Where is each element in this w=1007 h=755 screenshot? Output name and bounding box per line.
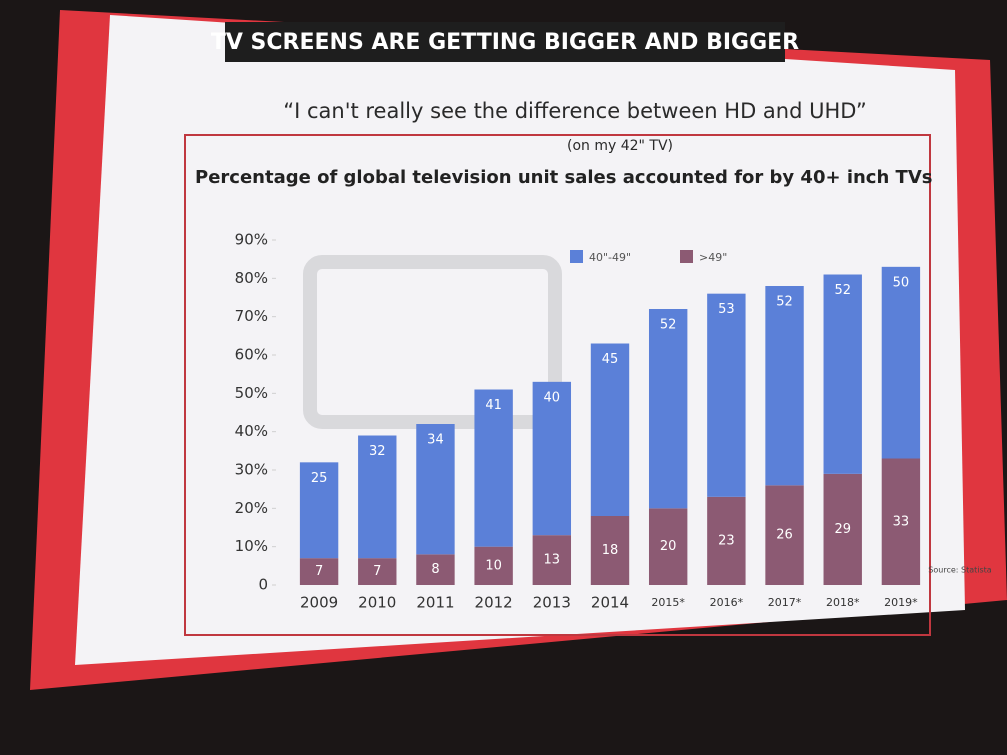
y-tick-label: 60% — [235, 346, 268, 364]
bar-segment — [416, 554, 455, 585]
bar-segment — [358, 558, 397, 585]
bar-segment — [299, 558, 339, 585]
slide-heading: TV SCREENS ARE GETTING BIGGER AND BIGGER — [211, 30, 799, 55]
bar-segment — [590, 343, 630, 516]
value-label: 23 — [718, 533, 735, 548]
value-label: 10 — [485, 558, 502, 573]
bar-segment — [648, 508, 688, 585]
value-label: 40 — [544, 390, 561, 405]
chart-title: Percentage of global television unit sal… — [195, 167, 932, 188]
value-label: 52 — [776, 295, 793, 310]
x-tick-label: 2019* — [884, 596, 918, 609]
bar-segment — [707, 293, 746, 497]
x-tick-label: 2014 — [591, 594, 629, 612]
y-tick-label: 90% — [235, 231, 268, 249]
slide-note: (on my 42" TV) — [567, 138, 673, 154]
bar-segment — [823, 274, 862, 474]
bar-segment — [881, 458, 921, 585]
value-label: 26 — [776, 528, 793, 543]
value-label: 33 — [893, 514, 910, 529]
bar-segment — [881, 266, 921, 459]
value-label: 25 — [311, 471, 328, 486]
value-label: 18 — [602, 543, 619, 558]
bar-segment — [707, 496, 746, 585]
chart-frame — [184, 134, 931, 636]
bar-segment — [474, 546, 513, 585]
legend-swatch — [570, 250, 583, 263]
x-tick-label: 2009 — [300, 594, 338, 612]
value-label: 45 — [602, 352, 619, 367]
value-label: 52 — [660, 318, 677, 333]
y-tick-label: 80% — [235, 269, 268, 287]
bar-segment — [823, 473, 862, 585]
value-label: 41 — [485, 398, 502, 413]
bar-segment — [590, 516, 630, 585]
value-label: 52 — [834, 283, 851, 298]
value-label: 20 — [660, 539, 677, 554]
x-tick-label: 2010 — [358, 594, 396, 612]
y-tick-label: 70% — [235, 307, 268, 325]
bar-segment — [532, 381, 572, 536]
y-tick-label: 40% — [235, 422, 268, 440]
value-label: 32 — [369, 444, 386, 459]
y-tick-label: 30% — [235, 461, 268, 479]
y-tick-label: 20% — [235, 499, 268, 517]
value-label: 29 — [834, 522, 851, 537]
bar-segment — [765, 485, 804, 585]
heading-banner — [225, 22, 785, 62]
x-tick-label: 2017* — [768, 596, 802, 609]
source-note: Source: Statista — [928, 566, 991, 575]
value-label: 53 — [718, 302, 735, 317]
bar-segment — [765, 286, 804, 486]
bar-segment — [299, 462, 339, 559]
x-tick-label: 2018* — [826, 596, 860, 609]
legend-swatch — [680, 250, 693, 263]
value-label: 50 — [893, 275, 910, 290]
x-tick-label: 2011 — [416, 594, 454, 612]
x-tick-label: 2016* — [710, 596, 744, 609]
tv-icon — [303, 255, 562, 429]
x-tick-label: 2013 — [533, 594, 571, 612]
bar-segment — [648, 309, 688, 509]
value-label: 34 — [427, 433, 444, 448]
bar-segment — [358, 435, 397, 559]
y-tick-label: 10% — [235, 537, 268, 555]
value-label: 8 — [431, 562, 439, 577]
bar-segment — [532, 535, 572, 585]
value-label: 7 — [373, 564, 381, 579]
bar-segment — [416, 424, 455, 555]
legend-label: 40"-49" — [589, 251, 631, 264]
legend-label: >49" — [699, 251, 727, 264]
value-label: 7 — [315, 564, 323, 579]
x-tick-label: 2012 — [475, 594, 513, 612]
y-tick-label: 0 — [258, 576, 268, 594]
value-label: 13 — [544, 553, 561, 568]
x-tick-label: 2015* — [651, 596, 685, 609]
y-tick-label: 50% — [235, 384, 268, 402]
slide-quote: “I can't really see the difference betwe… — [283, 99, 867, 123]
bar-segment — [474, 389, 513, 547]
